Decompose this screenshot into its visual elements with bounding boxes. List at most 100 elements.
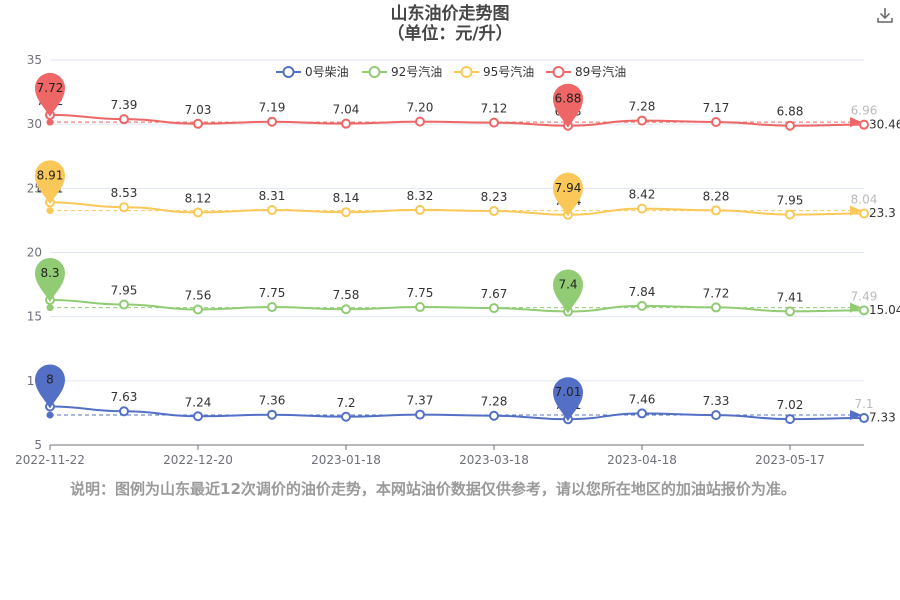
data-label: 8.14 xyxy=(333,191,360,205)
average-value-label: 15.04 xyxy=(869,303,900,317)
data-point xyxy=(341,304,351,315)
legend-label: 95号汽油 xyxy=(483,64,534,79)
data-point xyxy=(193,411,203,422)
data-label: 7.63 xyxy=(111,390,138,404)
data-label: 6.88 xyxy=(777,105,804,119)
data-label: 8.12 xyxy=(185,191,212,205)
data-point xyxy=(267,409,277,420)
data-label: 7.02 xyxy=(777,398,804,412)
data-point xyxy=(415,302,425,313)
legend-label: 0号柴油 xyxy=(305,65,349,79)
data-point xyxy=(341,118,351,129)
data-point xyxy=(785,306,795,317)
y-tick-label: 20 xyxy=(27,246,42,260)
data-label: 7.33 xyxy=(703,394,730,408)
legend-marker xyxy=(460,66,473,78)
data-label: 8.53 xyxy=(111,186,138,200)
data-label: 7.17 xyxy=(703,101,730,115)
data-point xyxy=(489,410,499,421)
data-point xyxy=(267,302,277,313)
download-icon[interactable] xyxy=(876,6,894,24)
data-point xyxy=(415,204,425,215)
data-label: 8.23 xyxy=(481,190,508,204)
data-point xyxy=(785,209,795,220)
average-value-label: 7.33 xyxy=(869,411,896,425)
data-label: 7.04 xyxy=(333,103,360,117)
data-label: 7.28 xyxy=(481,395,508,409)
x-tick-label: 2023-05-17 xyxy=(755,453,825,467)
average-start-marker xyxy=(46,411,54,419)
extreme-marker-pin xyxy=(35,160,65,205)
extreme-marker-pin xyxy=(553,172,583,217)
data-label: 7.41 xyxy=(777,290,804,304)
data-point xyxy=(489,206,499,217)
data-label: 7.24 xyxy=(185,395,212,409)
series-line xyxy=(49,405,866,421)
x-tick-label: 2023-01-18 xyxy=(311,453,381,467)
series-line xyxy=(49,298,866,313)
extreme-marker-label: 8.3 xyxy=(40,266,59,280)
data-point xyxy=(193,304,203,315)
x-tick-label: 2022-12-20 xyxy=(163,453,233,467)
data-label: 8.42 xyxy=(629,188,656,202)
data-label: 7.28 xyxy=(629,100,656,114)
average-start-marker xyxy=(46,207,54,215)
data-label: 7.84 xyxy=(629,285,656,299)
data-label: 7.36 xyxy=(259,394,286,408)
data-label: 8.31 xyxy=(259,189,286,203)
data-label: 8.28 xyxy=(703,189,730,203)
chart-title: 山东油价走势图 （单位：元/升） xyxy=(0,4,900,44)
data-label: 7.72 xyxy=(703,286,730,300)
y-tick-label: 30 xyxy=(27,117,42,131)
data-label: 7.03 xyxy=(185,103,212,117)
data-point xyxy=(193,118,203,129)
data-point xyxy=(415,409,425,420)
extreme-marker-label: 7.01 xyxy=(555,385,582,399)
data-label: 7.39 xyxy=(111,98,138,112)
data-point xyxy=(341,207,351,218)
extreme-marker-pin xyxy=(35,257,65,302)
extreme-marker-pin xyxy=(553,269,583,314)
data-label: 7.49 xyxy=(851,289,878,303)
data-point xyxy=(637,408,647,419)
data-label: 7.58 xyxy=(333,288,360,302)
data-point xyxy=(859,119,869,130)
data-point xyxy=(637,203,647,214)
extreme-marker-label: 8 xyxy=(46,373,54,387)
data-label: 7.12 xyxy=(481,102,508,116)
data-point xyxy=(859,305,869,316)
data-label: 7.75 xyxy=(407,286,434,300)
data-point xyxy=(637,115,647,126)
data-label: 7.37 xyxy=(407,394,434,408)
data-point xyxy=(267,116,277,127)
data-point xyxy=(489,303,499,314)
chart-title-line1: 山东油价走势图 xyxy=(390,4,510,24)
data-point xyxy=(711,302,721,313)
data-point xyxy=(785,414,795,425)
data-point xyxy=(711,116,721,127)
chart-title-line2: （单位：元/升） xyxy=(387,24,513,44)
extreme-marker-label: 8.91 xyxy=(37,168,64,182)
average-value-label: 23.3 xyxy=(869,206,896,220)
legend-label: 92号汽油 xyxy=(391,64,442,79)
data-label: 6.96 xyxy=(851,104,878,118)
chart-note: 说明：图例为山东最近12次调价的油价走势，本网站油价数据仅供参考，请以您所在地区… xyxy=(70,480,796,498)
data-point xyxy=(119,406,129,417)
y-tick-label: 35 xyxy=(27,53,42,67)
data-point xyxy=(119,202,129,213)
data-label: 7.1 xyxy=(854,397,873,411)
data-point xyxy=(267,205,277,216)
data-point xyxy=(637,300,647,311)
data-point xyxy=(341,411,351,422)
data-point xyxy=(415,116,425,127)
y-tick-label: 5 xyxy=(34,438,42,452)
x-tick-label: 2023-04-18 xyxy=(607,453,677,467)
legend-marker xyxy=(368,66,381,78)
data-point xyxy=(859,413,869,424)
data-label: 7.19 xyxy=(259,101,286,115)
extreme-marker-pin xyxy=(553,377,583,422)
data-label: 7.75 xyxy=(259,286,286,300)
data-point xyxy=(711,410,721,421)
data-label: 7.20 xyxy=(407,101,434,115)
